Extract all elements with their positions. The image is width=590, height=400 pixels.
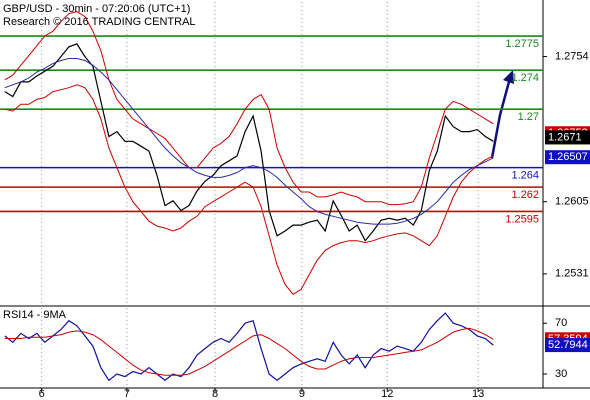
series-line xyxy=(4,11,494,206)
x-tick-label: 12 xyxy=(381,388,393,400)
x-tick-label: 7 xyxy=(124,388,130,400)
x-tick-label: 9 xyxy=(299,388,305,400)
price-tag xyxy=(545,338,590,353)
y-tick-label: 1.2605 xyxy=(555,196,589,208)
series-line xyxy=(4,84,494,295)
chart-title: RSI14 - 9MA xyxy=(3,309,67,321)
chart-title: GBP/USD - 30min - 07:20:06 (UTC+1) xyxy=(3,3,190,15)
price-tag-label: 1.2671 xyxy=(548,131,582,143)
level-label: 1.2775 xyxy=(505,38,539,50)
x-tick-label: 13 xyxy=(472,388,484,400)
level-label: 1.262 xyxy=(511,189,539,201)
series-line xyxy=(4,312,494,382)
price-tag xyxy=(545,150,590,165)
chart-subtitle: Research © 2016 TRADING CENTRAL xyxy=(3,16,196,28)
level-label: 1.264 xyxy=(511,170,539,182)
price-tag-label: 52.7944 xyxy=(548,339,588,351)
forecast-arrow xyxy=(490,77,512,159)
y-tick-label: 1.2531 xyxy=(555,268,589,280)
y-tick-label: 1.2754 xyxy=(555,50,589,62)
price-tag xyxy=(545,130,590,145)
y-tick-label: 70 xyxy=(555,317,567,329)
x-tick-label: 6 xyxy=(39,388,45,400)
series-line xyxy=(4,327,494,376)
series-line xyxy=(4,43,494,242)
arrow-head xyxy=(503,70,514,84)
level-label: 1.274 xyxy=(511,72,539,84)
level-label: 1.2595 xyxy=(505,213,539,225)
y-tick-label: 30 xyxy=(555,368,567,380)
price-tag-label: 1.26507 xyxy=(548,151,588,163)
series-line xyxy=(4,58,494,225)
level-label: 1.27 xyxy=(518,111,539,123)
x-tick-label: 8 xyxy=(212,388,218,400)
